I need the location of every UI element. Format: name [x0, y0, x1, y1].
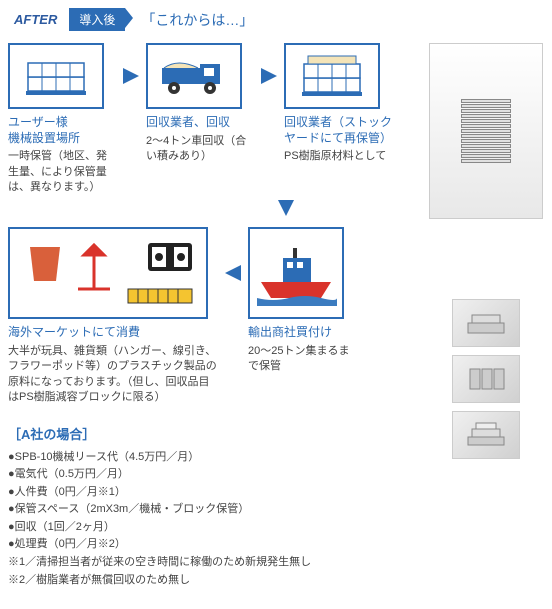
case-item: ●保管スペース（2mX3m／機械・ブロック保管） — [8, 501, 418, 519]
step-4-illustration — [248, 227, 344, 319]
step-4-title: 輸出商社買付け — [248, 325, 356, 341]
case-item: ●電気代（0.5万円／月） — [8, 466, 418, 484]
step-2-title: 回収業者、回収 — [146, 115, 254, 131]
step-1-illustration — [8, 43, 104, 109]
case-item: ※1／清掃担当者が従来の空き時間に稼働のため新規発生無し — [8, 554, 418, 572]
arrow-right-icon — [259, 66, 279, 86]
case-item: ●人件費（0円／月※1） — [8, 484, 418, 502]
step-1-title: ユーザー様 機械設置場所 — [8, 115, 116, 146]
case-item: ●回収（1回／2ヶ月） — [8, 519, 418, 537]
case-title: ［A社の場合］ — [8, 424, 418, 443]
page-container: AFTER 導入後 「これからは…」 ユーザー様 機械設置場所 一時保管（地区、… — [0, 0, 552, 597]
arrow-down-icon — [276, 198, 296, 218]
flow-area: ユーザー様 機械設置場所 一時保管（地区、発生量、により保管量は、異なります。）… — [8, 43, 418, 589]
truck-icon — [154, 52, 234, 100]
step-5-illustration — [8, 227, 208, 319]
step-5-title: 海外マーケットにて消費 — [8, 325, 218, 341]
arrow-left-icon — [223, 263, 243, 283]
ingot-icon — [466, 421, 506, 449]
thumbnail-1 — [452, 299, 520, 347]
arrow-1 — [120, 43, 142, 109]
step-3: 回収業者（ストックヤードにて再保管） PS樹脂原材料として — [284, 43, 392, 165]
case-item: ●処理費（0円／月※2） — [8, 536, 418, 554]
arrow-right-icon — [121, 66, 141, 86]
badge-jp: 導入後 — [69, 8, 125, 31]
products-icon — [18, 233, 198, 313]
thumbnail-2 — [452, 355, 520, 403]
step-2-desc: 2～4トン車回収（合い積みあり） — [146, 134, 254, 165]
step-2-illustration — [146, 43, 242, 109]
pallet-icon — [22, 55, 90, 97]
case-list: ●SPB-10機械リース代（4.5万円／月） ●電気代（0.5万円／月） ●人件… — [8, 449, 418, 590]
sidebar — [428, 43, 544, 589]
step-3-title: 回収業者（ストックヤードにて再保管） — [284, 115, 392, 146]
case-item: ●SPB-10機械リース代（4.5万円／月） — [8, 449, 418, 467]
step-4-desc: 20～25トン集まるまで保管 — [248, 344, 356, 375]
arrow-3 — [232, 195, 340, 221]
step-1-desc: 一時保管（地区、発生量、により保管量は、異なります。） — [8, 149, 116, 195]
header: AFTER 導入後 「これからは…」 — [8, 8, 544, 31]
header-tagline: 「これからは…」 — [141, 10, 253, 30]
product-image — [429, 43, 543, 219]
step-5: 海外マーケットにて消費 大半が玩具、雑貨類（ハンガー、線引き、フラワーポッド等）… — [8, 227, 218, 405]
flow-row-1: ユーザー様 機械設置場所 一時保管（地区、発生量、により保管量は、異なります。）… — [8, 43, 418, 195]
thumbnail-3 — [452, 411, 520, 459]
warehouse-icon — [298, 52, 366, 100]
step-5-desc: 大半が玩具、雑貨類（ハンガー、線引き、フラワーポッド等）のプラスチック製品の原料… — [8, 344, 218, 406]
ingot-icon — [466, 365, 506, 393]
case-section: ［A社の場合］ ●SPB-10機械リース代（4.5万円／月） ●電気代（0.5万… — [8, 424, 418, 590]
arrow-4 — [222, 227, 244, 319]
step-3-illustration — [284, 43, 380, 109]
main-layout: ユーザー様 機械設置場所 一時保管（地区、発生量、により保管量は、異なります。）… — [8, 43, 544, 589]
ship-icon — [253, 238, 339, 308]
arrow-2 — [258, 43, 280, 109]
case-item: ※2／樹脂業者が無償回収のため無し — [8, 572, 418, 590]
flow-row-2: 海外マーケットにて消費 大半が玩具、雑貨類（ハンガー、線引き、フラワーポッド等）… — [8, 227, 418, 405]
badge-after: AFTER — [8, 10, 63, 29]
step-4: 輸出商社買付け 20～25トン集まるまで保管 — [248, 227, 356, 374]
step-1: ユーザー様 機械設置場所 一時保管（地区、発生量、により保管量は、異なります。） — [8, 43, 116, 195]
step-3-desc: PS樹脂原材料として — [284, 149, 392, 164]
ingot-icon — [466, 309, 506, 337]
step-2: 回収業者、回収 2～4トン車回収（合い積みあり） — [146, 43, 254, 164]
